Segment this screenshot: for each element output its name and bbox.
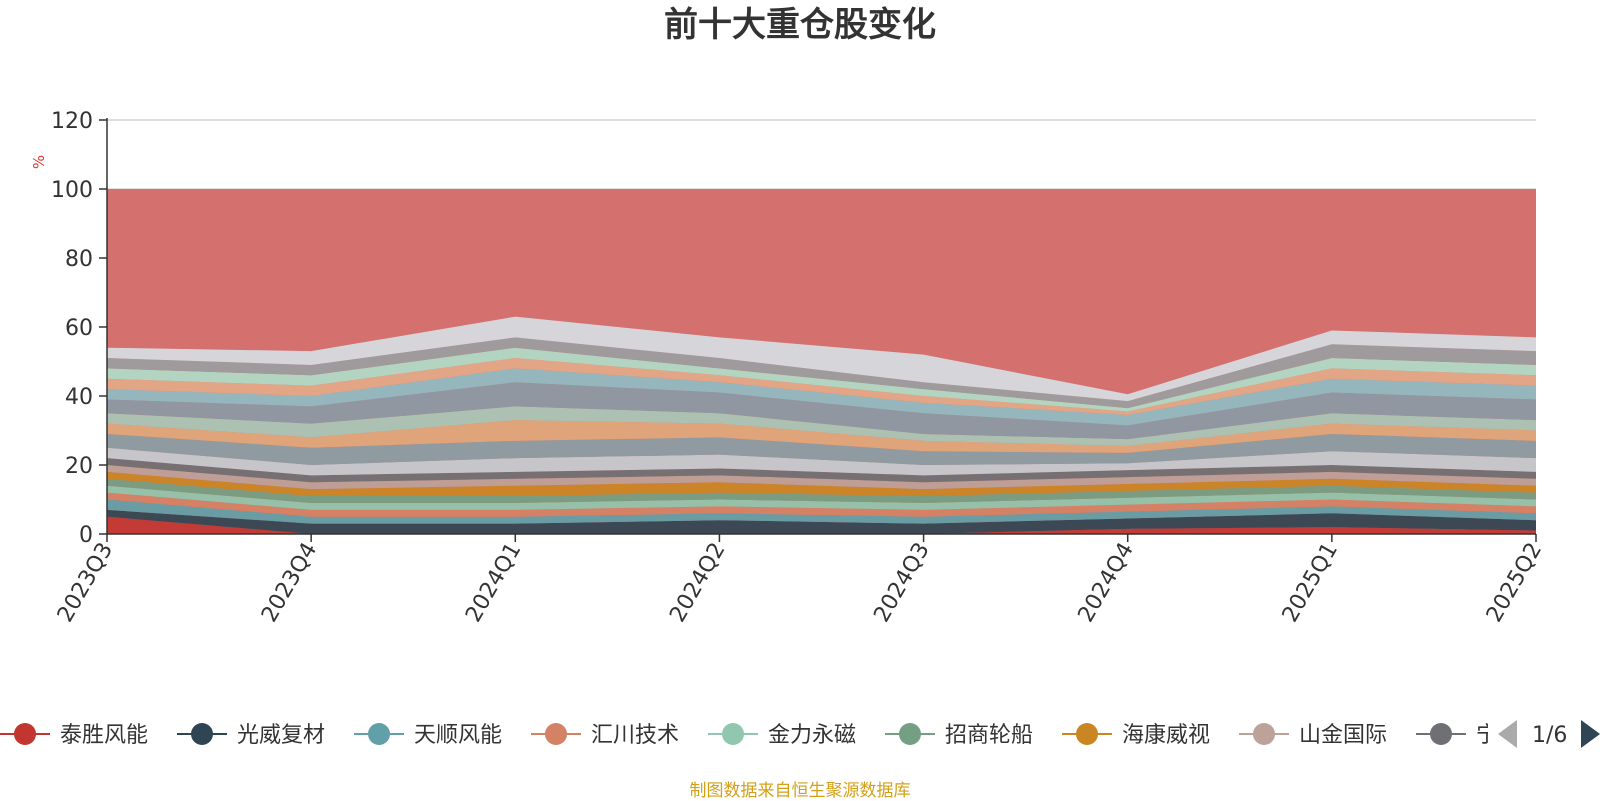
legend-marker-icon [1076,723,1098,745]
legend-label: 招商轮船 [945,723,1033,748]
area-band-8 [107,347,1536,412]
legend-item[interactable]: 汇川技术 [531,723,679,748]
y-tick-label: 100 [51,178,93,203]
area-band-7 [107,358,1536,415]
legend-marker-icon [14,723,36,745]
legend-label: 海康威视 [1122,723,1210,748]
area-series-3 [107,499,1536,524]
legend-label: 光威复材 [237,723,325,748]
legend-prev-page-icon[interactable] [1498,720,1517,748]
legend-next-page-icon[interactable] [1581,720,1600,748]
y-tick-label: 60 [65,316,93,341]
x-tick-label: 2024Q3 [869,539,934,627]
area-band-1 [107,447,1536,476]
legend-page-indicator: 1/6 [1532,723,1567,748]
legend-marker-icon [545,723,567,745]
x-tick-label: 2025Q2 [1482,539,1547,627]
legend-label: 泰胜风能 [60,723,148,748]
area-series-9 [107,458,1536,483]
x-tick-label: 2024Q4 [1074,539,1139,627]
legend-marker-icon [722,723,744,745]
legend-items: 泰胜风能 光威复材 天顺风能 汇川技术 金力永磁 招商轮船 海康威视 山金国际 宁 [0,723,1498,748]
legend-item[interactable]: 招商轮船 [885,723,1033,748]
source-note: 制图数据来自恒生聚源数据库 [689,781,911,801]
area-band-2 [107,433,1536,465]
y-tick-label: 120 [51,109,93,134]
area-series-8 [107,465,1536,490]
x-tick-label: 2024Q1 [461,539,526,627]
y-tick-label: 40 [65,385,93,410]
x-tick-label: 2023Q3 [53,539,118,627]
legend-item[interactable]: 泰胜风能 [0,723,148,748]
chart-title: 前十大重仓股变化 [664,5,936,45]
area-series-5 [107,485,1536,510]
area-series-2 [107,509,1536,534]
legend-marker-icon [899,723,921,745]
y-axis-unit-label: % [30,155,48,169]
legend-item[interactable]: 光威复材 [177,723,325,748]
legend-item[interactable]: 宁 [1416,723,1498,748]
legend: 泰胜风能 光威复材 天顺风能 汇川技术 金力永磁 招商轮船 海康威视 山金国际 宁 [0,723,1498,748]
legend-pager: 1/6 [1498,720,1600,748]
y-tick-label: 0 [79,523,93,548]
legend-item[interactable]: 山金国际 [1239,723,1387,748]
x-tick-label: 2025Q1 [1278,539,1343,627]
y-tick-label: 20 [65,454,93,479]
legend-item[interactable]: 金力永磁 [708,723,856,748]
area-band-6 [107,368,1536,426]
area-series-7 [107,471,1536,497]
area-band-9 [107,337,1536,409]
legend-item[interactable]: 海康威视 [1062,723,1210,748]
x-tick-label: 2023Q4 [257,539,322,627]
legend-marker-icon [368,723,390,745]
legend-item[interactable]: 天顺风能 [354,723,502,748]
legend-marker-icon [1253,723,1275,745]
area-series-4 [107,492,1536,517]
area-band-4 [107,406,1536,447]
area-band-5 [107,382,1536,440]
legend-label: 山金国际 [1299,723,1387,748]
area-series-6 [107,478,1536,503]
plot-area [107,189,1536,534]
legend-label: 金力永磁 [768,723,856,748]
legend-label: 宁 [1476,723,1498,748]
area-series-1 [107,516,1536,534]
y-tick-label: 80 [65,247,93,272]
area-band-3 [107,420,1536,453]
legend-marker-icon [1430,723,1452,745]
legend-label: 天顺风能 [414,723,502,748]
x-tick-label: 2024Q2 [665,539,730,627]
legend-label: 汇川技术 [591,723,679,748]
area-band-10 [107,316,1536,402]
legend-marker-icon [191,723,213,745]
